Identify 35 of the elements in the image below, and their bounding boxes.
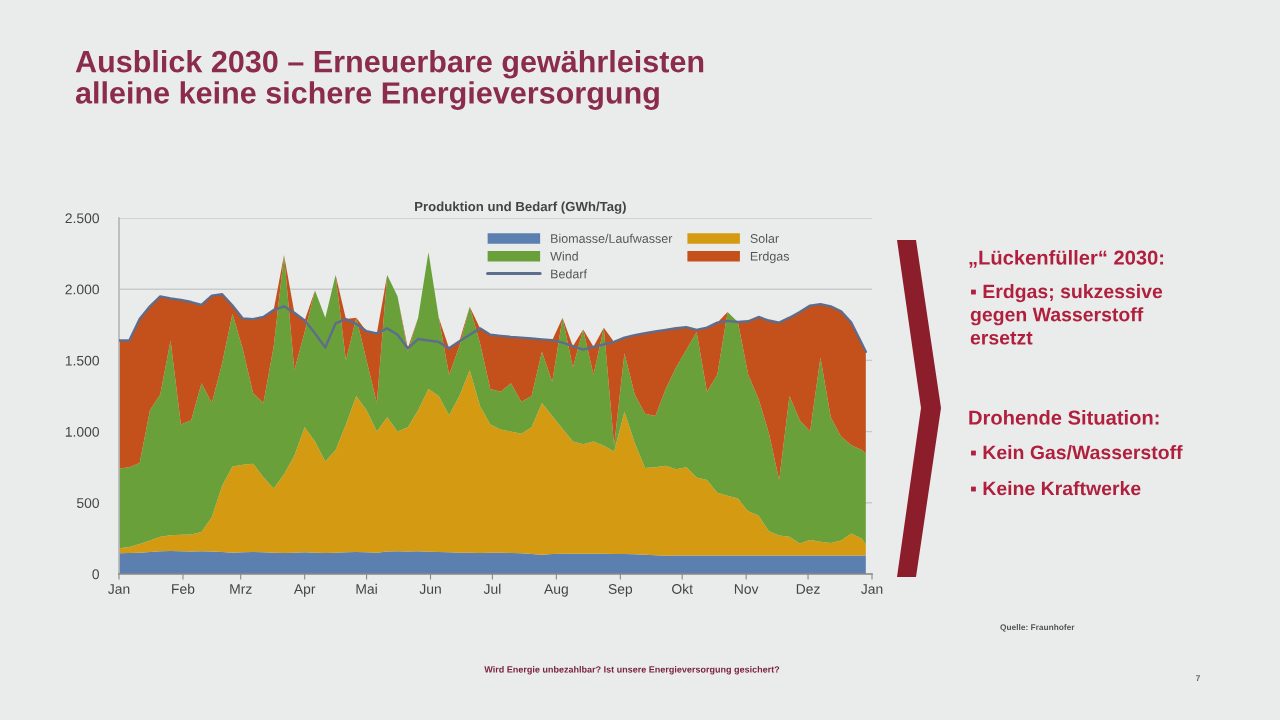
y-tick-label: 0 xyxy=(92,569,100,580)
legend-label: Biomasse/Laufwasser xyxy=(551,233,673,243)
x-tick-label: Jul xyxy=(483,583,501,594)
source-note: Quelle: Fraunhofer xyxy=(1000,624,1075,632)
x-tick-label: Jan xyxy=(108,584,130,594)
y-tick-label: 1.500 xyxy=(65,355,100,366)
x-tick-label: Dez xyxy=(796,584,820,594)
text: 7 xyxy=(1196,675,1200,682)
text: Wird Energie unbezahlbar? Ist unsere Energieversorgung gesichert? xyxy=(484,666,780,675)
text: ▪ Keine Kraftwerke xyxy=(971,481,1141,496)
x-tick-label: Sep xyxy=(608,584,633,597)
legend-label: Bedarf xyxy=(551,269,587,279)
x-tick-label: Feb xyxy=(172,583,195,594)
text: ▪ Kein Gas/Wasserstoff xyxy=(971,445,1183,460)
legend-label: Solar xyxy=(750,233,779,243)
chart-title: Ausblick 2030 – Erneuerbare gewährleisten alleine keine sichere Energieversorgung xyxy=(75,50,704,110)
y-tick-label: 2.500 xyxy=(65,213,100,224)
x-tick-label: Jan xyxy=(861,584,883,594)
line-series xyxy=(119,293,867,354)
x-tick-label: Jun xyxy=(419,584,441,594)
x-tick-label: Nov xyxy=(734,584,759,594)
chart-subtitle: Produktion und Bedarf (GWh/Tag) xyxy=(415,201,626,214)
text: „Lückenfüller“ 2030: xyxy=(969,250,1164,268)
text: ▪ Erdgas; sukzessive gegen Wasserstoff ersetzt xyxy=(970,284,1163,345)
x-tick-label: Mai xyxy=(356,583,377,594)
x-tick-label: Apr xyxy=(293,584,316,597)
x-tick-label: Mrz xyxy=(230,584,252,594)
y-tick-label: 500 xyxy=(76,498,100,508)
y-tick-label: 1.000 xyxy=(65,426,100,437)
text: Drohende Situation: xyxy=(969,410,1159,425)
x-tick-label: Okt xyxy=(672,583,693,594)
legend-label: Wind xyxy=(550,251,578,261)
y-tick-label: 2.000 xyxy=(65,284,100,295)
legend-label: Erdgas xyxy=(750,251,790,264)
x-tick-label: Aug xyxy=(544,584,568,597)
